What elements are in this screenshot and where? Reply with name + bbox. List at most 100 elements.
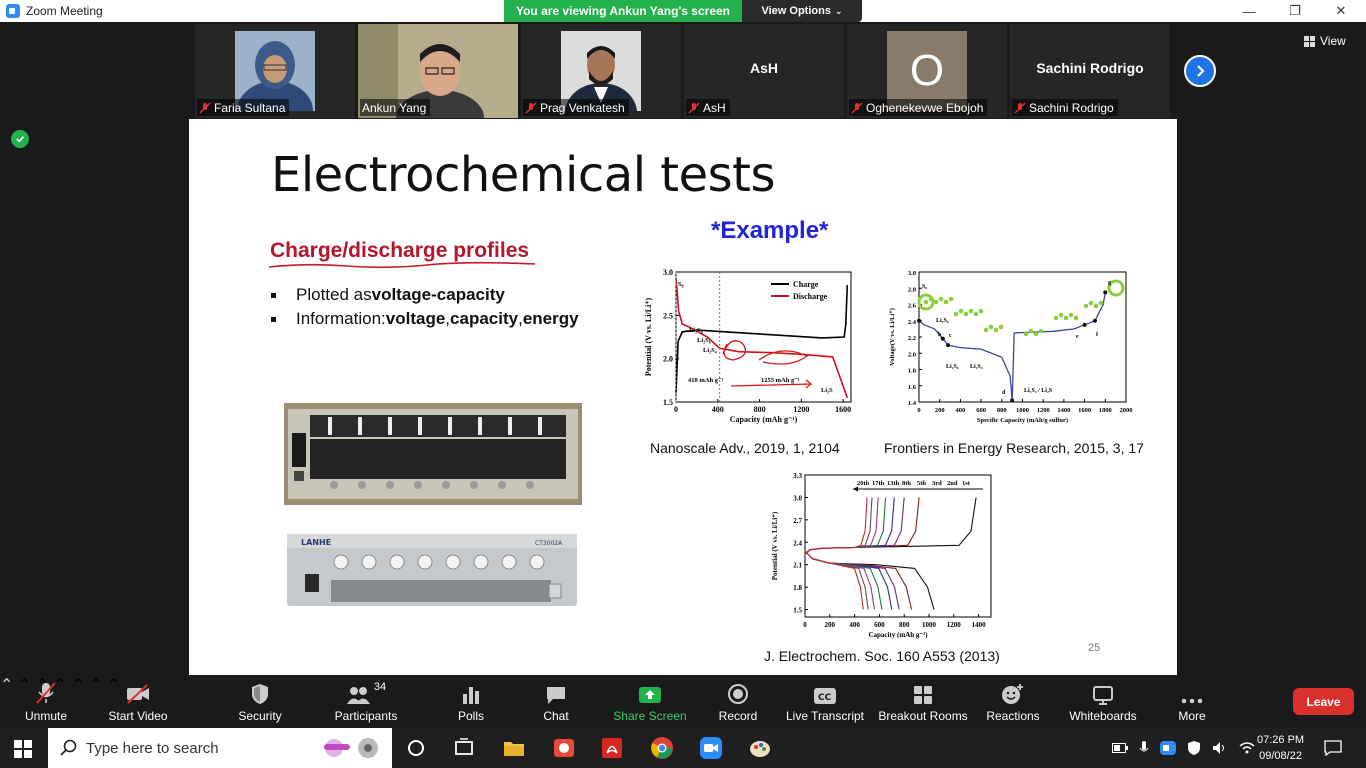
participant-tile[interactable]: Faria Sultana <box>195 24 355 118</box>
x-tick-label: 1000 <box>922 621 937 629</box>
notifications-icon[interactable] <box>1324 740 1342 756</box>
file-explorer-icon[interactable] <box>502 736 526 760</box>
y-tick-label: 2.4 <box>908 319 917 326</box>
maximize-button[interactable]: ❐ <box>1289 3 1301 18</box>
sulfur-atom-mark <box>1063 315 1069 321</box>
whiteboards-options-chevron-icon[interactable]: ⌃ <box>107 677 121 694</box>
whiteboards-button[interactable]: Whiteboards <box>1066 681 1140 723</box>
chat-options-chevron-icon[interactable]: ⌃ <box>53 677 67 694</box>
chat-button[interactable]: Chat <box>538 681 574 723</box>
bullet-list: Plotted as voltage-capacity Information:… <box>271 283 579 331</box>
paint-app-icon[interactable] <box>748 736 772 760</box>
live-transcript-button[interactable]: CC Live Transcript <box>785 681 865 723</box>
task-view-icon[interactable] <box>452 736 476 760</box>
sulfur-ring-mark <box>917 293 935 311</box>
chat-label: Chat <box>543 709 569 723</box>
search-icon <box>60 739 77 756</box>
gallery-next-button[interactable] <box>1184 55 1216 87</box>
shield-icon <box>251 681 269 705</box>
y-tick-label: 3.3 <box>793 472 802 480</box>
grid-icon <box>1304 35 1315 47</box>
participant-tile-active-speaker[interactable]: Ankun Yang <box>358 24 518 118</box>
chrome-browser-icon[interactable] <box>650 736 674 760</box>
acrobat-pdf-icon[interactable] <box>600 736 624 760</box>
reactions-options-chevron-icon[interactable]: ⌃ <box>89 677 103 694</box>
cycle-arrow-head <box>853 486 858 492</box>
share-screen-button[interactable]: Share Screen <box>612 681 688 723</box>
y-axis-label: Voltage(V vs. Li/Li⁺) <box>889 308 896 366</box>
start-video-button[interactable]: Start Video <box>106 681 170 723</box>
more-button[interactable]: More <box>1174 681 1210 723</box>
defender-shield-icon[interactable] <box>1187 740 1201 756</box>
participants-button[interactable]: 34 Participants <box>332 681 400 723</box>
reactions-label: Reactions <box>986 709 1040 723</box>
chart-annotation: Li₂S₂ / Li₂S <box>1024 388 1053 394</box>
participant-tile[interactable]: AsH AsH <box>684 24 844 118</box>
security-label: Security <box>238 709 282 723</box>
y-axis-label: Potential (V vs. Li/Li⁺) <box>644 298 653 377</box>
task-view-circle-icon[interactable] <box>404 736 428 760</box>
reactions-button[interactable]: Reactions <box>986 681 1040 723</box>
audio-options-chevron-icon[interactable]: ⌃ <box>0 677 14 694</box>
clock-time: 07:26 PM <box>1257 734 1305 746</box>
windows-start-icon[interactable] <box>14 740 32 758</box>
speaker-icon[interactable] <box>1212 741 1228 755</box>
series-charge-13th <box>804 497 879 555</box>
participant-name-tag: Oghenekevwe Ebojoh <box>849 99 988 116</box>
x-tick-label: 400 <box>712 405 724 414</box>
series-charge-17th <box>804 497 873 555</box>
security-button[interactable]: Security <box>234 681 286 723</box>
chart-jes-cycling: 0 200 400 600 800 1000 1200 1400 1.5 1.8 2.1 2.4 2.7… <box>771 472 992 639</box>
video-options-chevron-icon[interactable]: ⌃ <box>17 677 32 694</box>
y-tick-label: 2.4 <box>793 539 802 547</box>
participant-tile[interactable]: Prag Venkatesh <box>521 24 681 118</box>
minimize-button[interactable]: — <box>1242 3 1256 19</box>
chevron-down-icon: ⌄ <box>834 5 843 16</box>
chart-annotation: Li₂S₆ <box>946 364 959 370</box>
sulfur-atom-mark <box>943 299 949 305</box>
taskbar-clock[interactable]: 07:26 PM 09/08/22 <box>1257 732 1304 764</box>
bullet-square-icon <box>271 292 276 298</box>
zoom-tray-icon[interactable] <box>1160 741 1176 755</box>
record-button[interactable]: Record <box>717 681 759 723</box>
zoom-logo-icon <box>6 4 20 18</box>
chart-annotation: 1255 mAh g⁻¹ <box>761 377 800 384</box>
cycle-label: 13th <box>887 480 900 487</box>
example-label: *Example* <box>711 217 829 244</box>
chart-annotation: d <box>1002 390 1006 396</box>
participant-tile[interactable]: O Oghenekevwe Ebojoh <box>847 24 1007 118</box>
wifi-icon[interactable] <box>1239 741 1255 755</box>
participant-gallery: Faria Sultana Ankun Yang <box>195 24 1170 118</box>
series-line-discharge <box>675 278 849 398</box>
breakout-rooms-button[interactable]: Breakout Rooms <box>877 681 969 723</box>
unmute-button[interactable]: Unmute <box>20 681 72 723</box>
image-app-icon[interactable] <box>552 736 576 760</box>
taskbar-search-box[interactable]: Type here to search <box>48 728 392 768</box>
sulfur-atom-mark <box>983 327 989 333</box>
leave-meeting-button[interactable]: Leave <box>1293 688 1354 715</box>
share-options-chevron-icon[interactable]: ⌃ <box>71 677 85 694</box>
x-tick-label: 1200 <box>1037 407 1050 414</box>
chart-annotation: Li₂S₄ <box>703 347 717 354</box>
gallery-view-button[interactable]: View <box>1304 34 1346 48</box>
close-button[interactable]: ✕ <box>1335 3 1347 18</box>
y-tick-label: 2.8 <box>908 286 917 293</box>
zoom-app-icon[interactable] <box>699 736 723 760</box>
chart-nanoscale-charge-discharge: 0 400 800 1200 1600 1.5 2.0 2.5 3.0 Capacity (mAh… <box>644 268 852 424</box>
x-tick-label: 1200 <box>793 405 809 414</box>
x-tick-label: 1800 <box>1099 407 1112 414</box>
view-options-button[interactable]: View Options ⌄ <box>742 0 862 22</box>
polls-button[interactable]: Polls <box>452 681 490 723</box>
sulfur-atom-mark <box>973 311 979 317</box>
search-placeholder: Type here to search <box>86 739 219 757</box>
sulfur-atom-mark <box>1053 315 1059 321</box>
microphone-tray-icon[interactable] <box>1139 740 1149 756</box>
sulfur-atom-mark <box>1083 303 1089 309</box>
sulfur-atom-mark <box>923 299 929 305</box>
encryption-shield-icon[interactable] <box>11 130 29 148</box>
breakout-rooms-label: Breakout Rooms <box>878 709 968 723</box>
smiley-plus-icon <box>1001 681 1025 705</box>
participant-tile[interactable]: Sachini Rodrigo Sachini Rodrigo <box>1010 24 1170 118</box>
battery-icon[interactable] <box>1112 743 1128 753</box>
x-tick-label: 600 <box>874 621 885 629</box>
